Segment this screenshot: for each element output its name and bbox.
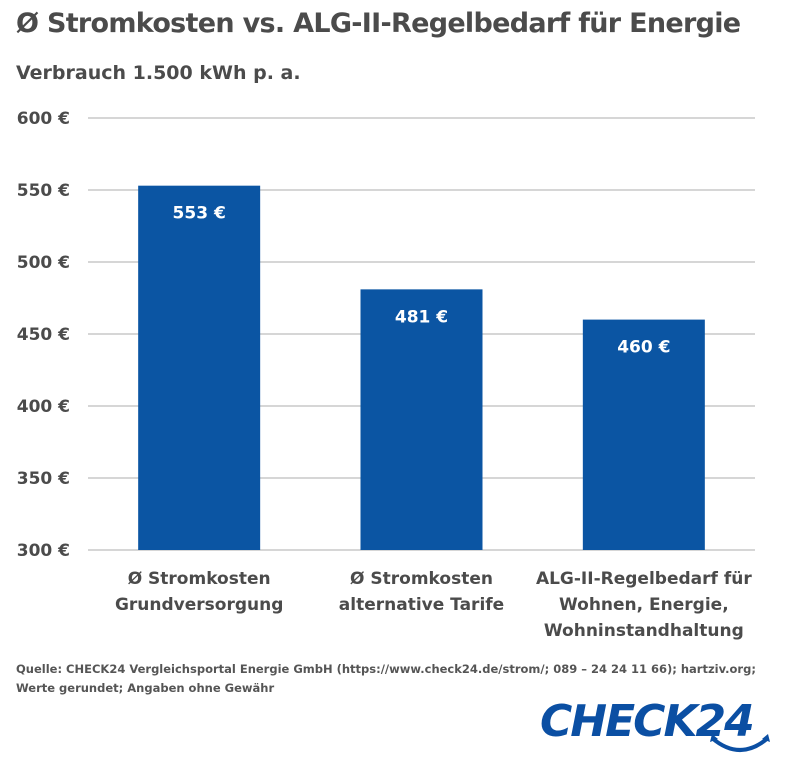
y-tick-label: 300 €: [17, 541, 70, 561]
bar: [138, 185, 261, 550]
x-category-label: Ø Stromkosten Grundversorgung: [115, 569, 283, 615]
bar-value-label: 481 €: [395, 307, 448, 327]
y-tick-label: 600 €: [17, 109, 70, 129]
bar-value-label: 553 €: [173, 204, 226, 224]
x-category-label-line: ALG-II-Regelbedarf für: [536, 569, 752, 589]
bar: [360, 289, 483, 550]
bar-chart: 300 € 350 € 400 € 450 € 500 € 550 € 600 € 553 €…: [17, 109, 755, 641]
x-category-label: ALG-II-Regelbedarf für Wohnen, Energie, Wo…: [536, 569, 752, 641]
bar-value-label: 460 €: [617, 338, 670, 358]
chart-subtitle: Verbrauch 1.500 kWh p. a.: [16, 62, 301, 84]
y-tick-label: 550 €: [17, 181, 70, 201]
logo-swoosh-icon: [710, 734, 770, 752]
chart-title: Ø Stromkosten vs. ALG-II-Regelbedarf für…: [16, 8, 741, 39]
check24-logo: CHECK24: [540, 696, 780, 760]
x-category-label-line: alternative Tarife: [339, 595, 504, 615]
logo-wordmark: CHECK24: [540, 696, 755, 747]
x-category-label-line: Wohnen, Energie,: [559, 595, 729, 615]
x-category-label-line: Grundversorgung: [115, 595, 283, 615]
y-tick-label: 500 €: [17, 253, 70, 273]
x-category-label-line: Wohninstandhaltung: [544, 621, 744, 641]
y-tick-label: 350 €: [17, 469, 70, 489]
x-category-label: Ø Stromkosten alternative Tarife: [339, 569, 504, 615]
y-tick-label: 400 €: [17, 397, 70, 417]
x-category-label-line: Ø Stromkosten: [350, 569, 493, 589]
y-tick-label: 450 €: [17, 325, 70, 345]
x-category-label-line: Ø Stromkosten: [128, 569, 271, 589]
bar: [582, 319, 705, 550]
source-note: Quelle: CHECK24 Vergleichsportal Energie…: [16, 662, 756, 695]
